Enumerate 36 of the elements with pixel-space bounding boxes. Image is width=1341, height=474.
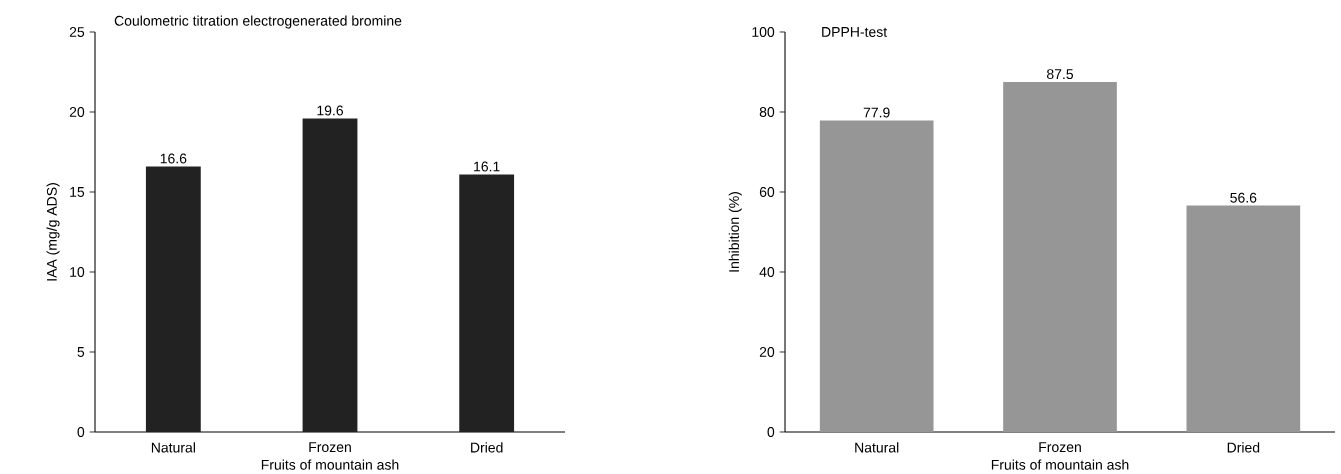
data-label: 87.5 xyxy=(1046,68,1074,79)
y-tick-label: 15 xyxy=(70,186,85,197)
data-label: 16.1 xyxy=(474,161,500,172)
y-tick-label: 5 xyxy=(77,346,85,357)
bar xyxy=(459,174,515,432)
y-tick-label: 0 xyxy=(767,426,775,437)
chart-title: Coulometric titration electrogenerated bromine xyxy=(114,15,402,29)
y-tick-label: 60 xyxy=(759,186,775,197)
x-axis-title: Fruits of mountain ash xyxy=(261,459,399,470)
bar xyxy=(819,120,934,432)
y-axis-title: Inhibition (%) xyxy=(728,191,742,272)
bar xyxy=(145,166,201,432)
y-tick-label: 80 xyxy=(759,106,775,117)
data-label: 16.6 xyxy=(160,153,187,164)
y-axis-title: IAA (mg/g ADS) xyxy=(46,182,60,281)
y-tick-label: 0 xyxy=(77,426,85,437)
y-tick-label: 10 xyxy=(70,266,85,277)
data-label: 56.6 xyxy=(1230,192,1257,203)
x-tick-label: Frozen xyxy=(309,442,351,452)
y-tick-label: 25 xyxy=(69,26,85,37)
data-label: 77.9 xyxy=(863,107,890,118)
x-tick-label: Natural xyxy=(855,442,899,453)
y-tick-label: 20 xyxy=(69,106,85,117)
y-tick-label: 100 xyxy=(752,26,775,37)
x-tick-label: Dried xyxy=(1227,442,1260,453)
x-tick-label: Dried xyxy=(471,442,503,453)
y-tick-label: 20 xyxy=(759,346,775,357)
x-tick-label: Frozen xyxy=(1039,442,1081,452)
bar xyxy=(1186,205,1301,432)
bar xyxy=(302,118,358,432)
y-tick-label: 40 xyxy=(759,266,775,277)
chart-title: DPPH-test xyxy=(822,26,888,37)
x-tick-label: Natural xyxy=(151,442,195,453)
x-axis-title: Fruits of mountain ash xyxy=(991,459,1129,470)
data-label: 19.6 xyxy=(317,105,344,116)
bar xyxy=(1003,81,1117,432)
